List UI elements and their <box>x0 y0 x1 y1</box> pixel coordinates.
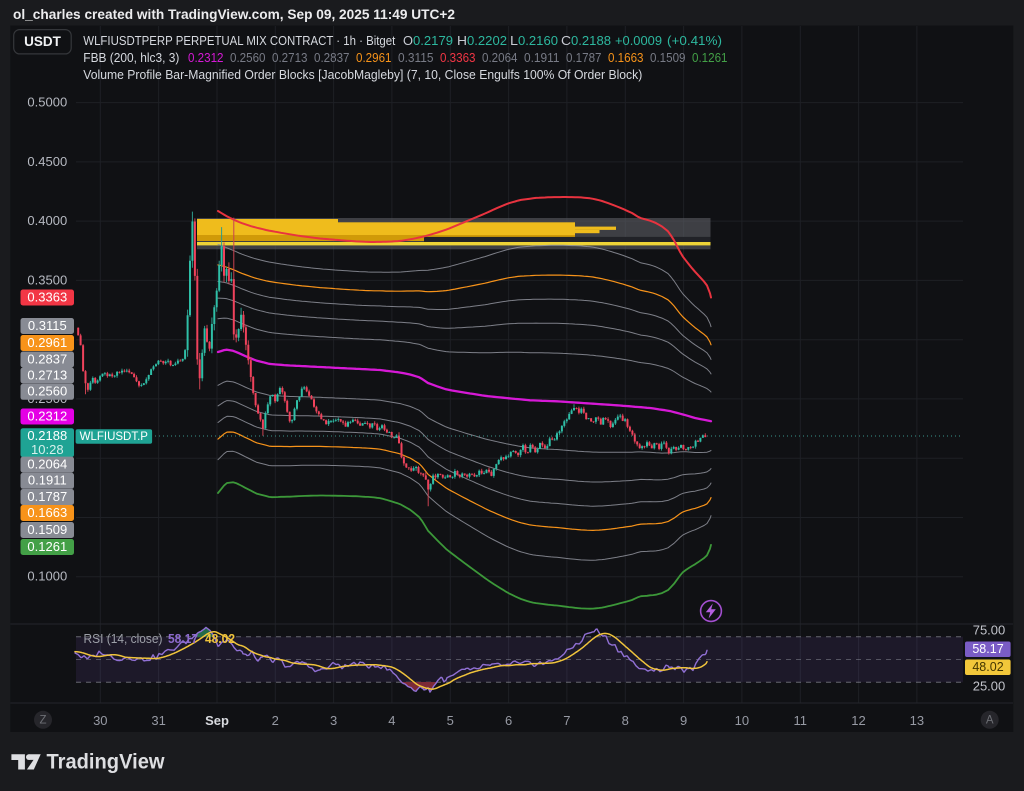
svg-text:48.02: 48.02 <box>205 632 235 646</box>
svg-text:0.2837: 0.2837 <box>314 50 350 65</box>
svg-text:0.1509: 0.1509 <box>650 50 686 65</box>
svg-text:TradingView: TradingView <box>47 750 165 774</box>
svg-text:0.2188: 0.2188 <box>571 33 611 48</box>
svg-text:0.1663: 0.1663 <box>27 505 67 520</box>
svg-text:0.2961: 0.2961 <box>27 335 67 350</box>
svg-text:58.17: 58.17 <box>972 642 1003 656</box>
svg-text:USDT: USDT <box>24 34 62 49</box>
svg-text:0.1261: 0.1261 <box>692 50 728 65</box>
svg-text:0.2160: 0.2160 <box>518 33 558 48</box>
svg-text:5: 5 <box>447 713 454 728</box>
svg-text:58.17: 58.17 <box>168 632 198 646</box>
svg-text:0.2713: 0.2713 <box>272 50 308 65</box>
svg-text:0.1261: 0.1261 <box>27 539 67 554</box>
svg-text:8: 8 <box>622 713 629 728</box>
svg-text:25.00: 25.00 <box>973 678 1006 693</box>
svg-text:0.2961: 0.2961 <box>356 50 392 65</box>
svg-text:0.1663: 0.1663 <box>608 50 644 65</box>
svg-text:0.4000: 0.4000 <box>27 213 67 228</box>
svg-text:10: 10 <box>735 713 749 728</box>
svg-text:0.2560: 0.2560 <box>27 384 67 399</box>
svg-text:11: 11 <box>793 713 807 728</box>
svg-text:0.3363: 0.3363 <box>27 289 67 304</box>
svg-text:0.2560: 0.2560 <box>230 50 266 65</box>
svg-text:WLFIUSDTPERP PERPETUAL MIX CON: WLFIUSDTPERP PERPETUAL MIX CONTRACT · 1h… <box>83 33 395 48</box>
svg-text:0.1911: 0.1911 <box>524 50 560 65</box>
svg-text:12: 12 <box>851 713 865 728</box>
svg-text:ol_charles created with Tradin: ol_charles created with TradingView.com,… <box>13 7 455 22</box>
svg-text:0.2202: 0.2202 <box>467 33 507 48</box>
svg-text:6: 6 <box>505 713 512 728</box>
svg-text:RSI (14, close): RSI (14, close) <box>84 632 163 646</box>
svg-text:0.2064: 0.2064 <box>27 457 67 472</box>
svg-text:48.02: 48.02 <box>972 660 1003 674</box>
svg-text:O: O <box>403 33 413 48</box>
svg-text:L: L <box>510 33 518 48</box>
svg-text:0.1509: 0.1509 <box>27 522 67 537</box>
svg-text:75.00: 75.00 <box>973 622 1006 637</box>
svg-text:0.1787: 0.1787 <box>27 489 67 504</box>
svg-text:7: 7 <box>563 713 570 728</box>
svg-text:0.2188: 0.2188 <box>27 428 67 443</box>
svg-text:0.2312: 0.2312 <box>188 50 224 65</box>
svg-text:13: 13 <box>910 713 924 728</box>
svg-text:3: 3 <box>330 713 337 728</box>
svg-text:0.3115: 0.3115 <box>28 318 67 333</box>
svg-text:0.4500: 0.4500 <box>27 154 67 169</box>
svg-text:0.3115: 0.3115 <box>398 50 434 65</box>
svg-text:Volume Profile Bar-Magnified O: Volume Profile Bar-Magnified Order Block… <box>83 67 642 82</box>
svg-text:0.3363: 0.3363 <box>440 50 476 65</box>
svg-text:0.2064: 0.2064 <box>482 50 518 65</box>
svg-text:WLFIUSDT.P: WLFIUSDT.P <box>80 431 149 443</box>
svg-text:(+0.41%): (+0.41%) <box>667 33 722 48</box>
svg-text:0.3500: 0.3500 <box>27 272 67 287</box>
svg-text:31: 31 <box>151 713 165 728</box>
svg-text:FBB (200, hlc3, 3): FBB (200, hlc3, 3) <box>83 50 179 65</box>
svg-text:Sep: Sep <box>205 713 229 728</box>
svg-text:H: H <box>457 33 467 48</box>
svg-text:0.1911: 0.1911 <box>28 473 67 488</box>
svg-text:4: 4 <box>388 713 395 728</box>
svg-text:0.2837: 0.2837 <box>27 351 67 366</box>
svg-text:30: 30 <box>93 713 107 728</box>
svg-text:C: C <box>561 33 571 48</box>
svg-text:0.2312: 0.2312 <box>27 408 67 423</box>
svg-text:A: A <box>986 715 994 727</box>
svg-text:0.2713: 0.2713 <box>27 367 67 382</box>
svg-text:0.5000: 0.5000 <box>27 95 67 110</box>
svg-text:0.1000: 0.1000 <box>27 569 67 584</box>
svg-text:+0.0009: +0.0009 <box>615 33 662 48</box>
svg-text:10:28: 10:28 <box>31 442 64 457</box>
svg-text:2: 2 <box>272 713 279 728</box>
svg-text:0.2179: 0.2179 <box>413 33 453 48</box>
svg-text:0.1787: 0.1787 <box>566 50 602 65</box>
svg-text:Z: Z <box>39 715 46 727</box>
svg-text:9: 9 <box>680 713 687 728</box>
